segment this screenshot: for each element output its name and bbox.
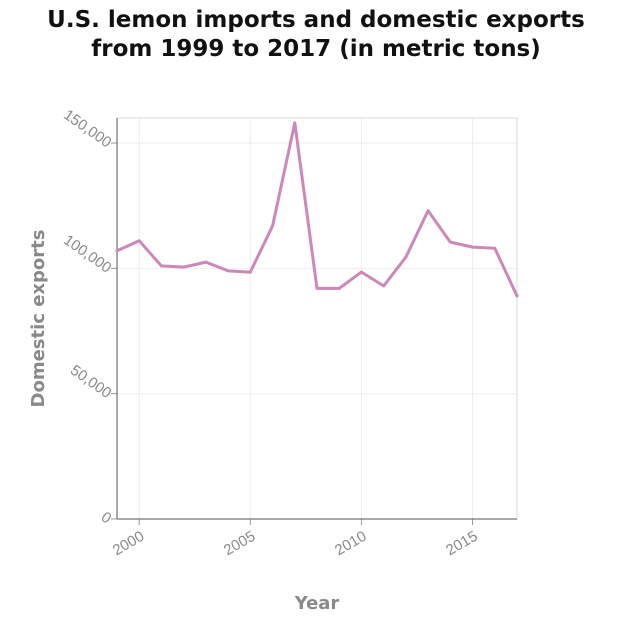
chart-title-line-2: from 1999 to 2017 (in metric tons) (91, 36, 541, 62)
y-axis-label: Domestic exports (28, 230, 49, 408)
chart-title: U.S. lemon imports and domestic exports … (0, 6, 632, 64)
data-point (315, 286, 319, 290)
data-point (115, 249, 119, 253)
data-point (493, 246, 497, 250)
data-point (448, 240, 452, 244)
y-tick-label: 50,000 (67, 362, 114, 402)
data-point (404, 255, 408, 259)
x-tick-label: 2000 (110, 528, 147, 559)
data-point (226, 269, 230, 273)
data-point (515, 294, 519, 298)
data-point (137, 239, 141, 243)
data-point (293, 121, 297, 125)
series-line (115, 121, 519, 298)
x-tick-label: 2005 (221, 528, 258, 559)
plot-area (116, 117, 518, 520)
axes: 0 50,000 100,000 150,000 2000 2005 2010 2015 (60, 106, 517, 559)
y-tick-label: 0 (98, 509, 115, 528)
x-tick-label: 2010 (332, 528, 369, 559)
data-point (204, 260, 208, 264)
data-point (337, 286, 341, 290)
data-point (426, 209, 430, 213)
data-point (271, 224, 275, 228)
x-tick-label: 2015 (443, 528, 480, 559)
grid (117, 118, 517, 520)
y-tick-label: 150,000 (60, 106, 114, 151)
chart-title-line-1: U.S. lemon imports and domestic exports (47, 7, 585, 33)
data-point (382, 284, 386, 288)
data-point (159, 264, 163, 268)
x-axis-label: Year (294, 593, 340, 614)
series (115, 121, 519, 298)
data-point (471, 245, 475, 249)
data-point (182, 265, 186, 269)
data-point (359, 270, 363, 274)
y-tick-label: 100,000 (60, 232, 114, 277)
data-point (248, 270, 252, 274)
